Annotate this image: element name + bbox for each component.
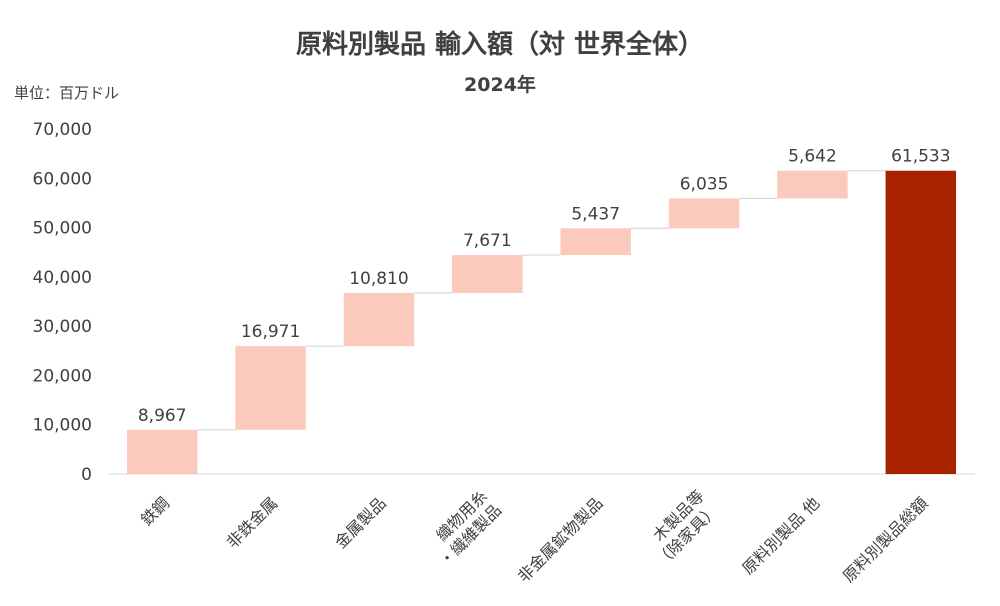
y-tick-label: 30,000 [33, 317, 92, 337]
waterfall-bar [452, 255, 523, 293]
category-label: 金属製品 [331, 493, 390, 552]
category-label-line: 鉄鋼 [137, 493, 173, 529]
y-tick-label: 40,000 [33, 268, 92, 288]
category-label-line: 非金属鉱物製品 [514, 493, 607, 586]
y-tick-label: 50,000 [33, 219, 92, 239]
category-label: 非鉄金属 [223, 493, 282, 552]
waterfall-bar [235, 346, 306, 430]
total-bar [885, 170, 957, 474]
waterfall-bar [126, 429, 198, 474]
waterfall-bar [777, 170, 848, 199]
data-label: 61,533 [891, 147, 950, 167]
data-label: 6,035 [680, 175, 729, 195]
category-label: 鉄鋼 [137, 493, 173, 529]
category-label: 織物用糸・繊維製品 [421, 486, 505, 570]
y-tick-label: 0 [81, 465, 92, 485]
y-tick-label: 10,000 [33, 416, 92, 436]
data-label: 5,437 [571, 204, 620, 224]
unit-label: 単位：百万ドル [14, 84, 120, 102]
category-label-line: 原料別製品総額 [839, 493, 932, 586]
waterfall-bar [343, 292, 415, 347]
category-label-line: 非鉄金属 [223, 493, 282, 552]
data-label: 8,967 [138, 406, 187, 426]
category-label: 木製品等（除家具） [638, 486, 722, 570]
waterfall-bar [668, 198, 740, 229]
data-label: 16,971 [241, 322, 300, 342]
y-tick-label: 20,000 [33, 366, 92, 386]
data-label: 10,810 [349, 269, 408, 289]
category-label: 非金属鉱物製品 [514, 493, 607, 586]
y-tick-label: 70,000 [33, 120, 92, 140]
y-tick-label: 60,000 [33, 169, 92, 189]
chart-subtitle: 2024年 [464, 74, 536, 96]
category-label-line: 金属製品 [331, 493, 390, 552]
category-label: 原料別製品 他 [738, 493, 823, 578]
waterfall-bar [560, 228, 631, 256]
category-label-line: 原料別製品 他 [738, 493, 823, 578]
chart-title: 原料別製品 輸入額（対 世界全体） [295, 30, 705, 60]
category-label: 原料別製品総額 [839, 493, 932, 586]
data-label: 7,671 [463, 231, 512, 251]
data-label: 5,642 [788, 147, 837, 167]
